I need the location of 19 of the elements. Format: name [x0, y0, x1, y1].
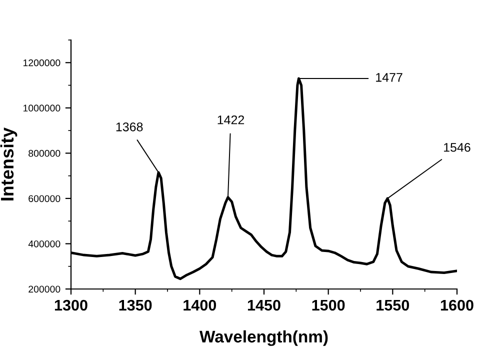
- annotation: 1422: [218, 115, 244, 124]
- x-axis-title: Wavelength(nm): [200, 330, 328, 346]
- x-tick-label: 1500: [312, 300, 345, 311]
- y-tick-label: 600000: [28, 195, 60, 202]
- x-tick-label: 1300: [54, 300, 88, 311]
- annotation: 1368: [116, 122, 143, 132]
- y-tick-label: 200000: [28, 286, 60, 293]
- x-tick-label: 1400: [184, 300, 216, 311]
- annotation: 1546: [444, 142, 470, 152]
- x-tick-label: 1450: [248, 300, 280, 311]
- x-tick-label: 1600: [440, 300, 474, 311]
- y-tick-label: 1000000: [23, 104, 60, 112]
- annotation: 1477: [376, 73, 402, 82]
- y-tick-label: 1200000: [23, 59, 60, 66]
- y-tick-label: 800000: [28, 150, 60, 157]
- y-tick-label: 400000: [28, 240, 60, 248]
- x-tick-label: 1550: [376, 300, 410, 311]
- x-tick-label: 1350: [119, 300, 152, 311]
- y-axis-title: Intensity: [0, 127, 18, 200]
